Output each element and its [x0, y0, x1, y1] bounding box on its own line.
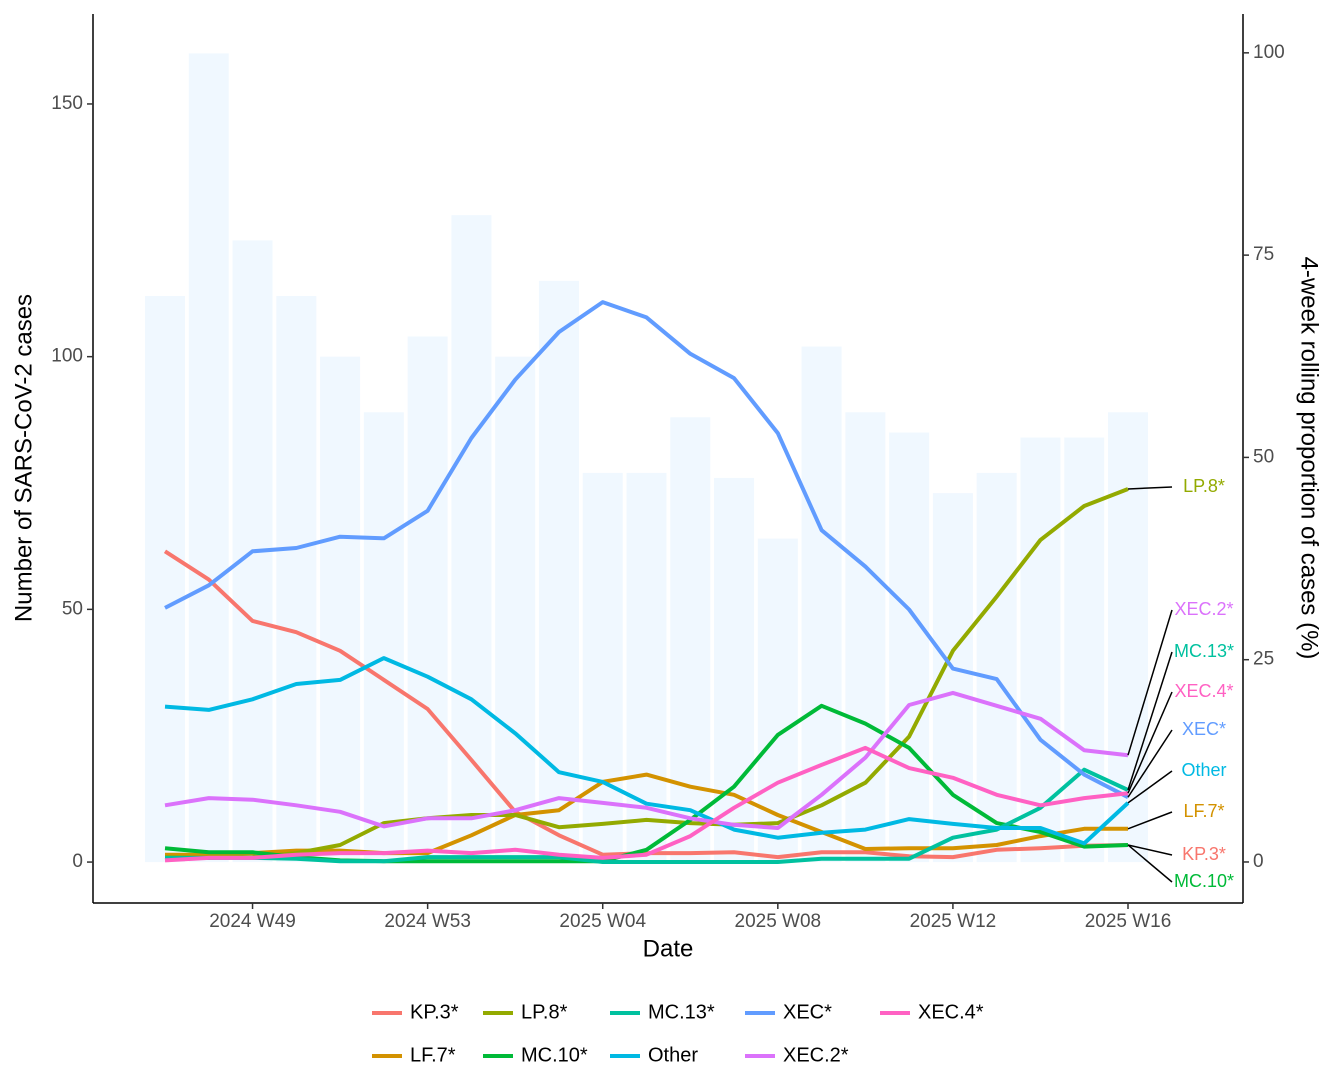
- y-tick-label: 50: [62, 598, 83, 619]
- bar: [407, 336, 448, 863]
- end-label: XEC.4*: [1174, 681, 1233, 701]
- bar: [145, 296, 185, 863]
- legend-label: XEC*: [783, 1001, 832, 1023]
- bar: [276, 296, 317, 863]
- legend-label: LP.8*: [521, 1001, 568, 1023]
- y-tick-label: 0: [72, 851, 83, 872]
- legend-label: LF.7*: [410, 1044, 456, 1066]
- end-label: LF.7*: [1183, 801, 1224, 821]
- label-leader: [1127, 729, 1173, 798]
- label-leader: [1127, 844, 1173, 856]
- bar: [188, 53, 229, 863]
- y2-tick-label: 25: [1253, 649, 1274, 670]
- x-tick-label: 2025 W04: [559, 911, 646, 932]
- series-line: [165, 772, 1128, 857]
- x-tick-label: 2024 W53: [384, 911, 471, 932]
- label-leader: [1127, 609, 1173, 756]
- bar: [495, 356, 536, 863]
- label-leader: [1127, 770, 1173, 804]
- bar: [714, 477, 755, 863]
- bar: [582, 472, 623, 863]
- end-label: XEC*: [1182, 719, 1226, 739]
- x-tick-label: 2025 W08: [735, 911, 822, 932]
- y-tick-label: 100: [51, 346, 83, 367]
- x-tick-label: 2025 W16: [1085, 911, 1172, 932]
- series-line: [164, 656, 1130, 846]
- legend-label: MC.10*: [521, 1044, 588, 1066]
- legend-label: XEC.2*: [783, 1044, 849, 1066]
- y2-tick-label: 75: [1253, 244, 1274, 265]
- label-leader: [1127, 811, 1173, 830]
- y-tick-label: 150: [51, 93, 83, 114]
- bar: [976, 472, 1017, 863]
- bar: [1108, 412, 1148, 863]
- y2-tick-label: 100: [1253, 42, 1285, 63]
- end-label: MC.10*: [1174, 871, 1234, 891]
- bar: [889, 432, 930, 863]
- legend-label: MC.13*: [648, 1001, 715, 1023]
- end-label: LP.8*: [1183, 476, 1225, 496]
- y2-axis-title: 4-week rolling proportion of cases (%): [1296, 257, 1323, 660]
- y2-tick-label: 0: [1253, 851, 1264, 872]
- series-line: [164, 300, 1129, 799]
- bar: [670, 417, 711, 863]
- end-label: KP.3*: [1182, 844, 1226, 864]
- legend-label: XEC.4*: [918, 1001, 984, 1023]
- legend-label: Other: [648, 1044, 698, 1066]
- bar: [538, 280, 579, 863]
- series-line: [165, 767, 1129, 864]
- series-line: [164, 745, 1129, 863]
- end-label: MC.13*: [1174, 641, 1234, 661]
- label-leader: [1127, 844, 1173, 883]
- bar: [801, 346, 842, 863]
- label-leader: [1127, 691, 1173, 794]
- end-label: XEC.2*: [1174, 599, 1233, 619]
- x-axis-title: Date: [643, 935, 694, 962]
- x-tick-label: 2024 W49: [209, 911, 296, 932]
- series-line: [164, 690, 1129, 830]
- bar: [1020, 437, 1061, 863]
- series-line: [164, 487, 1129, 860]
- bar: [363, 412, 404, 863]
- label-leader: [1127, 486, 1173, 490]
- bar: [451, 215, 492, 863]
- bar: [845, 412, 886, 863]
- legend-label: KP.3*: [410, 1001, 459, 1023]
- bar: [320, 356, 361, 863]
- end-label: Other: [1181, 760, 1226, 780]
- label-leader: [1127, 651, 1173, 791]
- x-tick-label: 2025 W12: [910, 911, 997, 932]
- y-axis-title: Number of SARS-CoV-2 cases: [10, 294, 37, 622]
- y2-tick-label: 50: [1253, 446, 1274, 467]
